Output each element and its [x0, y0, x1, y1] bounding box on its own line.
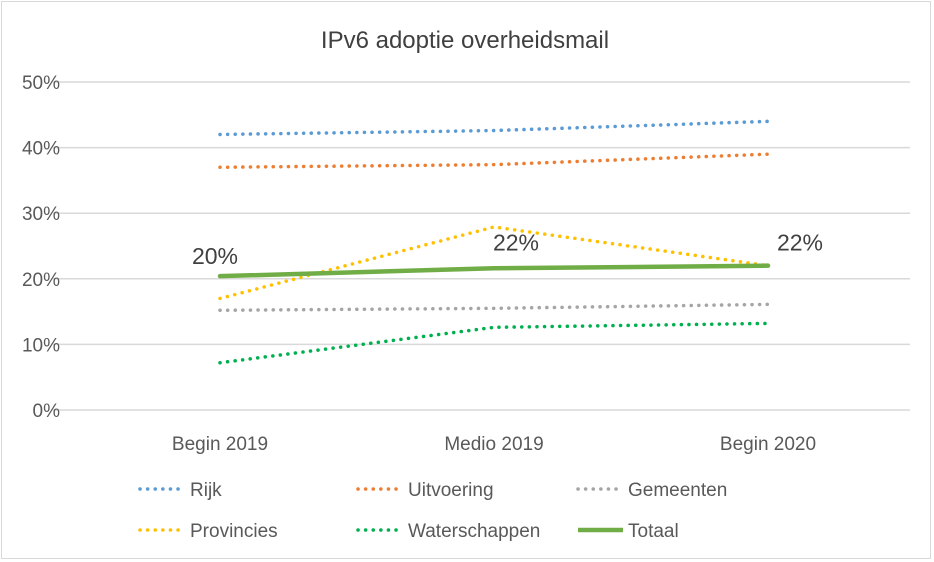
x-tick-label: Begin 2020 [720, 434, 816, 455]
chart-title: IPv6 adoptie overheidsmail [321, 27, 609, 54]
y-tick-label: 0% [33, 401, 61, 422]
legend-item-rijk: Rijk [138, 480, 222, 501]
y-tick-label: 50% [22, 73, 60, 94]
series-line-uitvoering [218, 152, 770, 170]
series-line-gemeenten [218, 302, 770, 313]
series-line-waterschappen [218, 321, 770, 365]
legend-label: Provincies [190, 521, 278, 542]
legend-label: Rijk [190, 480, 222, 501]
x-tick-label: Begin 2019 [172, 434, 268, 455]
legend-label: Uitvoering [408, 480, 494, 501]
legend-label: Gemeenten [628, 480, 727, 501]
legend-item-provincies: Provincies [138, 521, 278, 542]
y-tick-label: 30% [22, 204, 60, 225]
y-tick-label: 40% [22, 139, 60, 160]
series-line-rijk [218, 119, 770, 137]
legend-label: Totaal [628, 521, 679, 542]
legend-item-totaal: Totaal [578, 521, 679, 542]
legend-item-waterschappen: Waterschappen [356, 521, 540, 542]
y-tick-label: 20% [22, 270, 60, 291]
legend-label: Waterschappen [408, 521, 540, 542]
series-line-totaal [217, 263, 771, 279]
y-tick-label: 10% [22, 335, 60, 356]
legend-item-uitvoering: Uitvoering [356, 480, 494, 501]
legend-item-gemeenten: Gemeenten [576, 480, 727, 501]
data-label: 22% [777, 230, 823, 256]
data-label: 22% [493, 229, 539, 255]
x-tick-label: Medio 2019 [444, 434, 543, 455]
data-label: 20% [192, 243, 238, 269]
